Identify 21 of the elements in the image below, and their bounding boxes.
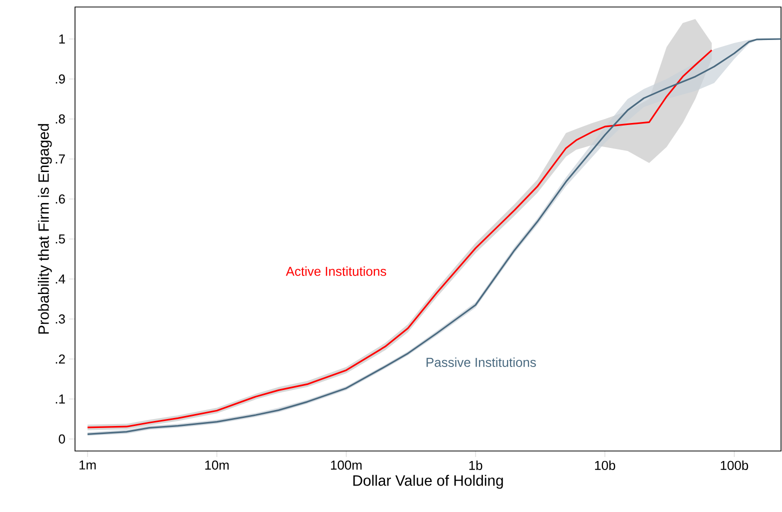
y-tick-label: .1 <box>56 394 65 404</box>
x-tick-label: 100m <box>331 460 362 470</box>
text: Active Institutions <box>286 266 386 276</box>
y-tick-label: .6 <box>56 194 65 204</box>
x-tick-label: 1b <box>469 460 482 470</box>
y-tick-label: .8 <box>56 114 65 124</box>
x-tick-label: 1m <box>80 460 96 470</box>
x-tick-label: 10m <box>205 460 229 470</box>
y-tick-label: .3 <box>56 314 65 324</box>
y-tick-label: .2 <box>56 354 65 364</box>
y-tick-label: .4 <box>56 274 66 284</box>
y-axis-title: Probability that Firm is Engaged <box>38 124 52 334</box>
y-tick-label: 0 <box>58 434 65 444</box>
x-axis-title: Dollar Value of Holding <box>353 474 503 489</box>
x-tick-label: 10b <box>595 460 616 470</box>
series-label: Passive Institutions <box>426 357 536 367</box>
y-tick-label: 1 <box>59 34 65 44</box>
y-tick-label: .5 <box>56 234 65 244</box>
y-tick-label: .7 <box>56 154 65 164</box>
x-tick-label: 100b <box>720 460 748 470</box>
y-tick-label: .9 <box>56 74 65 84</box>
